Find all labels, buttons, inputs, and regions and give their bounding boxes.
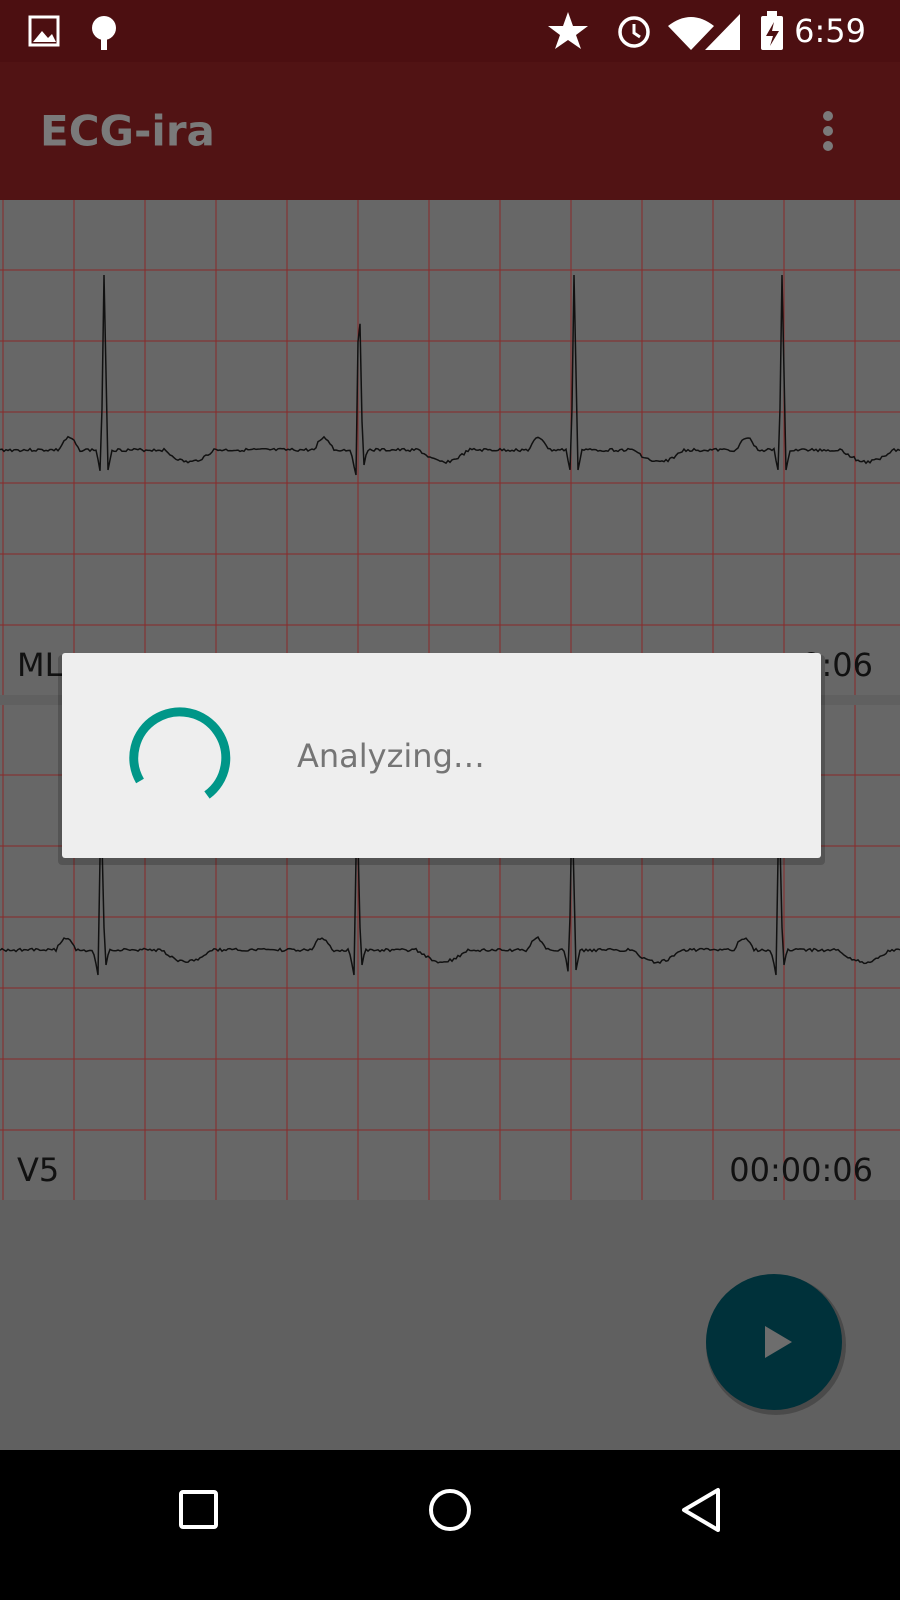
ecg-strip	[0, 200, 900, 695]
lead-label: V5	[17, 1151, 59, 1189]
status-bar	[0, 0, 900, 62]
status-time: 6:59	[794, 12, 866, 50]
lead-label: ML	[17, 646, 63, 684]
nav-bar	[0, 1450, 900, 1600]
ecg-trace	[0, 274, 900, 476]
ecg-trace	[0, 799, 900, 976]
back-button[interactable]	[682, 1488, 720, 1532]
app-bar	[0, 62, 900, 200]
status-icons	[28, 11, 783, 50]
dialog-message: Analyzing…	[297, 737, 485, 775]
app-title: ECG-ira	[40, 107, 215, 156]
dialog	[62, 653, 821, 858]
strip-time: 00:00:06	[729, 1151, 873, 1189]
play-icon	[765, 1326, 792, 1358]
progress-spinner	[129, 707, 231, 799]
recents-button[interactable]	[179, 1490, 218, 1529]
overflow-menu[interactable]	[823, 111, 833, 151]
home-button[interactable]	[429, 1489, 471, 1531]
